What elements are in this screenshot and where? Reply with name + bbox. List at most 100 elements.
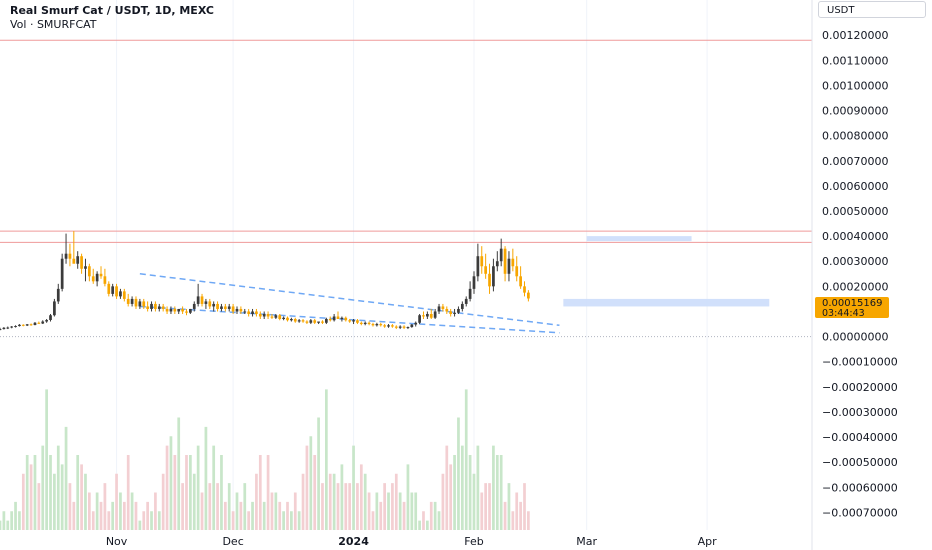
candle-body	[146, 306, 149, 309]
y-tick-label: 0.00080000	[822, 130, 888, 143]
volume-bar	[95, 492, 99, 530]
candle-body	[523, 286, 526, 293]
volume-bar	[398, 492, 402, 530]
volume-bar	[126, 455, 130, 530]
candle-body	[76, 256, 80, 264]
volume-bar	[422, 511, 425, 530]
volume-bar	[41, 445, 45, 530]
volume-bar	[185, 455, 188, 530]
volume-bar	[460, 445, 464, 530]
candle-body	[441, 306, 445, 309]
volume-bar	[243, 483, 247, 530]
volume-bar	[235, 492, 239, 530]
candle-body	[278, 315, 282, 320]
candle-body	[414, 322, 418, 325]
volume-bar	[21, 473, 25, 530]
volume-bar	[154, 492, 157, 530]
candle-body	[468, 288, 472, 299]
volume-bar	[527, 511, 530, 530]
y-tick-label: 0.00120000	[822, 29, 888, 42]
candle-body	[72, 258, 76, 264]
candle-body	[286, 317, 289, 321]
candle-body	[95, 273, 99, 282]
candle-body	[212, 303, 216, 307]
volume-bar	[371, 511, 375, 530]
volume-bar	[216, 483, 219, 530]
candle-body	[406, 327, 410, 329]
candle-body	[387, 325, 390, 327]
candle-body	[134, 298, 138, 307]
volume-legend[interactable]: Vol · SMURFCAT	[10, 18, 97, 31]
volume-bar	[165, 445, 169, 530]
volume-bar	[278, 501, 282, 530]
volume-bar	[247, 511, 251, 530]
volume-bar	[305, 445, 309, 530]
volume-bar	[429, 501, 433, 530]
volume-bar	[418, 520, 421, 530]
volume-bar	[441, 473, 445, 530]
volume-bar	[212, 445, 216, 530]
candle-body	[398, 326, 402, 328]
volume-bar	[204, 426, 208, 530]
candle-body	[231, 306, 235, 312]
candle-body	[332, 316, 336, 321]
symbol-title[interactable]: Real Smurf Cat / USDT, 1D, MEXC	[10, 4, 214, 17]
volume-bar	[64, 426, 68, 530]
candle-body	[103, 276, 107, 284]
candle-body	[189, 308, 192, 313]
candle-body	[410, 324, 414, 328]
volume-bar	[192, 473, 196, 530]
volume-bar	[45, 389, 48, 530]
y-tick-label: 0.00040000	[822, 230, 888, 243]
candle-body	[196, 296, 200, 304]
rectangle-zone	[586, 236, 692, 242]
y-tick-label: 0.00110000	[822, 54, 888, 67]
volume-bar	[336, 483, 340, 530]
candle-body	[200, 296, 204, 304]
volume-bar	[25, 455, 29, 530]
candle-body	[247, 311, 251, 314]
candle-body	[519, 276, 522, 287]
volume-bar	[293, 492, 297, 530]
candle-body	[499, 248, 503, 262]
volume-bar	[10, 511, 14, 530]
volume-bar	[519, 501, 522, 530]
volume-bar	[122, 501, 126, 530]
candle-body	[476, 256, 480, 277]
candle-body	[91, 276, 95, 282]
candle-body	[185, 311, 188, 313]
horizontal-lines	[0, 39, 812, 338]
candle-body	[87, 266, 91, 277]
candle-body	[150, 303, 153, 309]
time-axis: Nov Dec 2024 Feb Mar Apr	[106, 535, 717, 548]
candle-body	[157, 306, 161, 309]
volume-bar	[130, 492, 134, 530]
x-tick-label: Apr	[698, 535, 718, 548]
y-tick-label: −0.00040000	[822, 431, 898, 444]
volume-bar	[177, 417, 181, 530]
volume-bar	[2, 511, 6, 530]
candle-body	[37, 322, 41, 324]
volume-bar	[359, 464, 363, 530]
candle-body	[80, 256, 83, 269]
volume-bar	[111, 501, 115, 530]
volume-bar	[340, 464, 344, 530]
currency-button[interactable]: USDT	[818, 1, 926, 18]
y-tick-label: −0.00030000	[822, 406, 898, 419]
candle-body	[344, 317, 348, 321]
volume-bar	[161, 473, 165, 530]
volume-bar	[492, 445, 495, 530]
candle-body	[181, 308, 184, 312]
candle-body	[130, 298, 134, 304]
candle-body	[437, 306, 441, 312]
candle-body	[14, 326, 17, 328]
volume-bar	[317, 417, 320, 530]
candle-body	[227, 306, 231, 309]
candle-body	[324, 319, 328, 323]
volume-bar	[406, 464, 410, 530]
volume-bar	[495, 455, 499, 530]
candle-body	[111, 286, 115, 294]
volume-bar	[507, 483, 511, 530]
volume-bar	[367, 492, 371, 530]
